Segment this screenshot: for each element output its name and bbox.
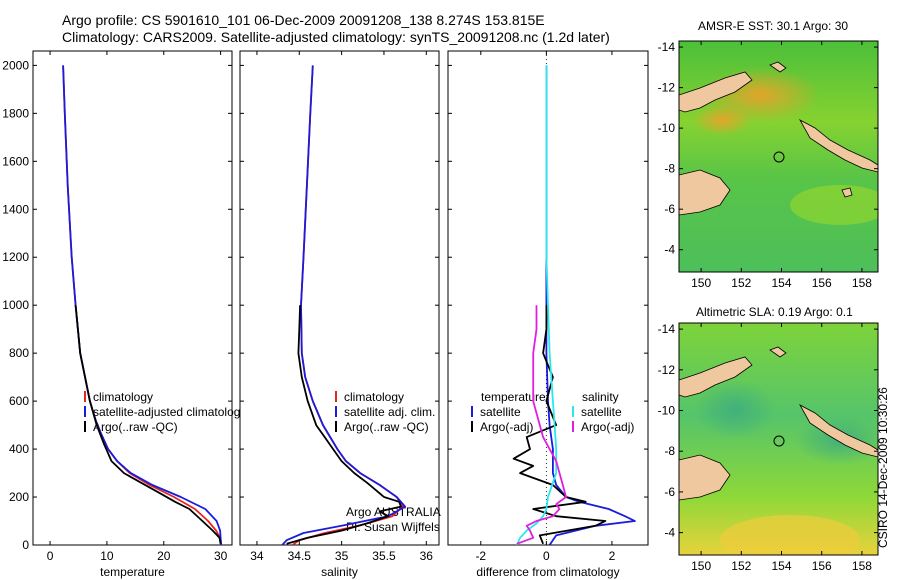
sst-map-ytick-label: -4	[664, 243, 675, 257]
temp-legend-satellite: satellite-adjusted climatolog	[84, 405, 240, 419]
diff-legend-temp-argo: Argo(-adj)	[471, 420, 533, 434]
sla-map-frame	[678, 322, 879, 556]
salinity-panel-frame	[239, 50, 440, 546]
diff-legend-sal-satellite: satellite	[572, 405, 622, 419]
sla-map-ytick-label: -6	[664, 485, 675, 499]
sst-map-ytick-label: -10	[658, 121, 676, 135]
temperature-xtick-label: 10	[100, 549, 114, 563]
temperature-ytick-label: 800	[9, 346, 29, 360]
sal-legend-satellite: satellite adj. clim.	[335, 405, 435, 419]
salinity-series-satellite-adj-clim-	[281, 65, 407, 545]
temperature-xaxis-label: temperature	[100, 565, 165, 579]
figure-title-profile: Argo profile: CS 5901610_101 06-Dec-2009…	[62, 12, 545, 28]
temperature-series-argo-raw-qc-	[74, 305, 222, 544]
temperature-ytick-label: 1200	[2, 250, 29, 264]
sla-map-title: Altimetric SLA: 0.19 Argo: 0.1	[696, 305, 853, 319]
difference-xtick-label: -2	[475, 549, 486, 563]
temp-legend-argo: Argo(..raw -QC)	[84, 420, 178, 434]
sst-map-title: AMSR-E SST: 30.1 Argo: 30	[698, 19, 849, 33]
temperature-ytick-label: 2000	[2, 58, 29, 72]
salinity-series-argo-raw-qc-	[286, 305, 402, 545]
temperature-series-climatology	[62, 65, 223, 545]
difference-xtick-label: 0	[543, 549, 550, 563]
sla-map-ytick-label: -12	[658, 363, 676, 377]
sst-map-field	[679, 41, 878, 272]
temperature-xtick-label: 0	[47, 549, 54, 563]
difference-panel-frame	[447, 50, 649, 546]
temperature-ytick-label: 1800	[2, 106, 29, 120]
difference-xtick-label: 2	[609, 549, 616, 563]
sla-map-ytick-label: -4	[664, 526, 675, 540]
temp-legend-climatology: climatology	[84, 390, 153, 404]
temperature-ytick-label: 1600	[2, 154, 29, 168]
sst-map-xtick-label: 150	[691, 276, 711, 290]
temperature-series-satellite-adjusted-climatology	[62, 65, 223, 545]
sst-map-xtick-label: 154	[771, 276, 791, 290]
diff-legend-sal-argo: Argo(-adj)	[572, 420, 634, 434]
salinity-xtick-label: 34	[250, 549, 264, 563]
salinity-xtick-label: 35	[335, 549, 349, 563]
sst-map-frame	[678, 40, 879, 273]
salinity-xtick-label: 36	[420, 549, 434, 563]
sla-map-ytick-label: -10	[658, 404, 676, 418]
temperature-xtick-label: 30	[214, 549, 228, 563]
temperature-ytick-label: 600	[9, 394, 29, 408]
salinity-xtick-label: 35.5	[372, 549, 396, 563]
sst-map-xtick-label: 156	[812, 276, 832, 290]
temperature-ytick-label: 200	[9, 490, 29, 504]
sst-map-ytick-label: -14	[658, 40, 676, 54]
sst-map-ytick-label: -8	[664, 162, 675, 176]
argo-program-label: Argo AUSTRALIA	[346, 505, 441, 519]
sla-map-xtick-label: 154	[771, 559, 791, 573]
sla-map-xtick-label: 156	[812, 559, 832, 573]
diff-legend-salinity-header: salinity	[582, 390, 619, 404]
temperature-ytick-label: 0	[22, 538, 29, 552]
difference-xaxis-label: difference from climatology	[476, 565, 619, 579]
sla-map-ytick-label: -14	[658, 322, 676, 336]
diff-legend-temp-satellite: satellite	[471, 405, 521, 419]
salinity-xtick-label: 34.5	[288, 549, 312, 563]
temperature-ytick-label: 1400	[2, 202, 29, 216]
difference-series-salinity-argo-adj-	[516, 305, 567, 545]
temperature-ytick-label: 1000	[2, 298, 29, 312]
temperature-panel-frame	[32, 50, 233, 546]
sla-map-xtick-label: 150	[691, 559, 711, 573]
diff-legend-temperature-header: temperature	[481, 390, 546, 404]
sal-legend-argo: Argo(..raw -QC)	[335, 420, 429, 434]
sst-map-xtick-label: 158	[852, 276, 872, 290]
sla-map-land	[679, 346, 878, 501]
sla-map-float-marker	[773, 435, 785, 447]
temperature-ytick-label: 400	[9, 442, 29, 456]
figure-title-climatology: Climatology: CARS2009. Satellite-adjuste…	[62, 29, 610, 45]
temperature-xtick-label: 20	[157, 549, 171, 563]
sal-legend-climatology: climatology	[335, 390, 404, 404]
sla-map-xtick-label: 158	[852, 559, 872, 573]
sst-map-float-marker	[773, 151, 785, 163]
salinity-xaxis-label: salinity	[321, 565, 358, 579]
sst-map-land	[679, 61, 878, 216]
sst-map-xtick-label: 152	[731, 276, 751, 290]
sst-map-ytick-label: -6	[664, 202, 675, 216]
sst-map-ytick-label: -12	[658, 81, 676, 95]
sla-map-xtick-label: 152	[731, 559, 751, 573]
sla-map-ytick-label: -8	[664, 444, 675, 458]
